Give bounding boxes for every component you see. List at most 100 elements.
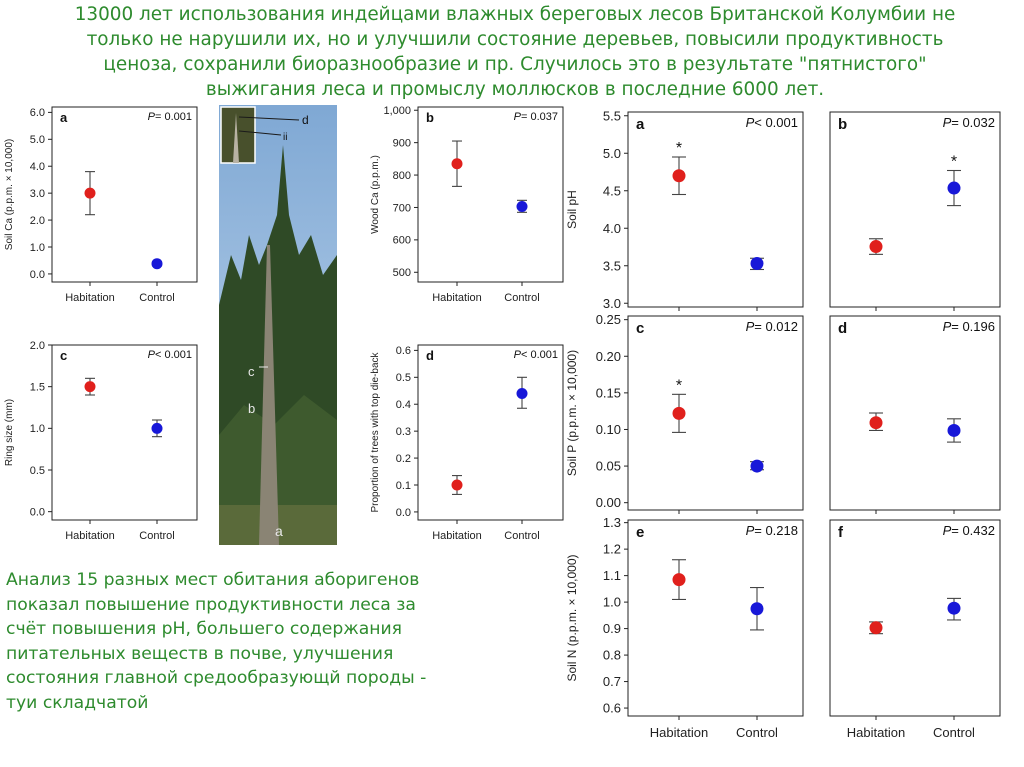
plot-frame xyxy=(829,111,1001,308)
y-tick-label: 700 xyxy=(393,202,411,214)
x-tick-label: Control xyxy=(139,530,174,542)
x-tick-label: Control xyxy=(933,725,975,740)
significance-star: * xyxy=(676,140,682,157)
x-tick-label: Habitation xyxy=(65,292,115,304)
y-tick-label: 0.5 xyxy=(30,465,45,477)
x-tick-label: Control xyxy=(139,292,174,304)
habitation-point xyxy=(672,406,686,420)
y-tick-label: 1.0 xyxy=(30,423,45,435)
significance-star: * xyxy=(676,377,682,394)
p-value-label: P= 0.032 xyxy=(943,115,995,130)
photo-label-b: b xyxy=(248,401,255,416)
x-tick-label: Control xyxy=(504,292,539,304)
panel-letter: d xyxy=(426,348,434,363)
caption-line: Анализ 15 разных мест обитания аборигено… xyxy=(6,570,420,590)
y-tick-label: 0.6 xyxy=(396,345,411,357)
y-tick-label: 0.0 xyxy=(30,269,45,281)
y-tick-label: 0.10 xyxy=(596,422,621,437)
y-tick-label: 4.0 xyxy=(30,161,45,173)
x-tick-label: Habitation xyxy=(650,725,709,740)
x-tick-label: Control xyxy=(736,725,778,740)
y-tick-label: 5.5 xyxy=(603,108,621,123)
habitation-point xyxy=(84,381,96,393)
panel-letter: d xyxy=(838,320,847,337)
p-value-label: P= 0.012 xyxy=(746,319,798,334)
x-tick-label: Habitation xyxy=(847,725,906,740)
y-tick-label: 0.7 xyxy=(603,674,621,689)
control-point xyxy=(151,422,163,434)
y-tick-label: 900 xyxy=(393,137,411,149)
caption-line: показал повышение продуктивности леса за xyxy=(6,594,416,615)
panel-letter: f xyxy=(838,524,844,541)
habitation-point xyxy=(672,573,686,587)
panel-letter: b xyxy=(426,110,434,125)
panel-letter: c xyxy=(636,320,644,337)
y-tick-label: 5.0 xyxy=(30,134,45,146)
panel-letter: e xyxy=(636,524,644,541)
y-tick-label: 2.0 xyxy=(30,215,45,227)
y-tick-label: 6.0 xyxy=(30,107,45,119)
y-tick-label: 1,000 xyxy=(383,105,411,117)
plot-frame xyxy=(51,106,198,283)
y-axis-label: Soil P (p.p.m. × 10,000) xyxy=(565,350,579,476)
y-axis-label: Ring size (mm) xyxy=(4,399,15,466)
y-tick-label: 0.9 xyxy=(603,621,621,636)
p-value-label: P= 0.001 xyxy=(148,111,192,123)
title-line: только не нарушили их, но и улучшили сос… xyxy=(86,29,944,50)
plot-frame xyxy=(627,519,804,717)
habitation-point xyxy=(451,479,463,491)
panel-letter: b xyxy=(838,116,847,133)
y-tick-label: 800 xyxy=(393,170,411,182)
y-tick-label: 1.5 xyxy=(30,382,45,394)
x-tick-label: Habitation xyxy=(65,530,115,542)
y-tick-label: 0.05 xyxy=(596,459,621,474)
panel-letter: a xyxy=(60,110,68,125)
y-tick-label: 0.20 xyxy=(596,349,621,364)
plot-frame xyxy=(627,315,804,511)
photo-label-a: a xyxy=(275,523,283,539)
habitation-point xyxy=(451,158,463,170)
plot-frame xyxy=(829,315,1001,511)
y-tick-label: 500 xyxy=(393,267,411,279)
control-point xyxy=(516,200,528,212)
plot-frame xyxy=(829,519,1001,717)
panel-letter: c xyxy=(60,348,67,363)
x-tick-label: Control xyxy=(504,530,539,542)
control-point xyxy=(516,387,528,399)
y-tick-label: 2.0 xyxy=(30,340,45,352)
significance-star: * xyxy=(951,154,957,171)
y-tick-label: 0.8 xyxy=(603,648,621,663)
control-point xyxy=(750,257,764,270)
control-point xyxy=(947,181,961,195)
y-tick-label: 0.4 xyxy=(396,399,411,411)
panel-letter: a xyxy=(636,116,645,133)
y-tick-label: 600 xyxy=(393,235,411,247)
control-point xyxy=(750,459,764,473)
control-point xyxy=(947,601,961,615)
caption-line: счёт повышения pH, большего содержания xyxy=(6,619,403,640)
y-tick-label: 0.5 xyxy=(396,372,411,384)
plot-frame xyxy=(51,344,198,521)
y-axis-label: Proportion of trees with top die-back xyxy=(370,351,381,512)
y-tick-label: 1.0 xyxy=(603,595,621,610)
p-value-label: P< 0.001 xyxy=(514,349,558,361)
caption-line: туи складчатой xyxy=(6,692,149,713)
photo-label-ii: ii xyxy=(283,132,287,143)
control-point xyxy=(151,258,163,270)
y-axis-label: Soil Ca (p.p.m. × 10,000) xyxy=(4,139,15,250)
caption: Анализ 15 разных мест обитания аборигено… xyxy=(6,568,486,716)
x-tick-label: Habitation xyxy=(432,292,482,304)
caption-line: питательных веществ в почве, улучшения xyxy=(6,643,394,664)
y-tick-label: 0.00 xyxy=(596,495,621,510)
photo-label-c: c xyxy=(248,364,255,379)
p-value-label: P< 0.001 xyxy=(746,115,798,130)
p-value-label: P= 0.218 xyxy=(746,523,798,538)
habitation-point xyxy=(84,187,96,199)
plot-frame xyxy=(417,344,564,521)
y-tick-label: 0.6 xyxy=(603,701,621,716)
y-tick-label: 1.3 xyxy=(603,515,621,530)
y-tick-label: 0.15 xyxy=(596,385,621,400)
y-tick-label: 4.0 xyxy=(603,221,621,236)
y-tick-label: 1.0 xyxy=(30,242,45,254)
title-line: ценоза, сохранили биоразнообразие и пр. … xyxy=(103,54,927,75)
